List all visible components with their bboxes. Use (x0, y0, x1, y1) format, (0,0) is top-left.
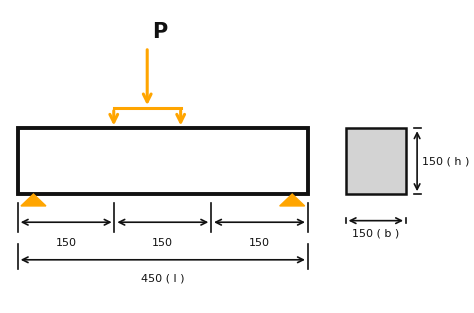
Text: 150: 150 (55, 238, 77, 248)
Polygon shape (21, 194, 46, 206)
Bar (346, 128, 406, 194)
Text: 150: 150 (249, 238, 270, 248)
Text: 450 ( l ): 450 ( l ) (141, 274, 184, 284)
Text: 150 ( b ): 150 ( b ) (352, 228, 400, 239)
Bar (18, 128, 308, 194)
Text: 150: 150 (152, 238, 173, 248)
Text: 150 ( h ): 150 ( h ) (422, 156, 470, 166)
Text: P: P (152, 22, 167, 42)
Polygon shape (280, 194, 305, 206)
